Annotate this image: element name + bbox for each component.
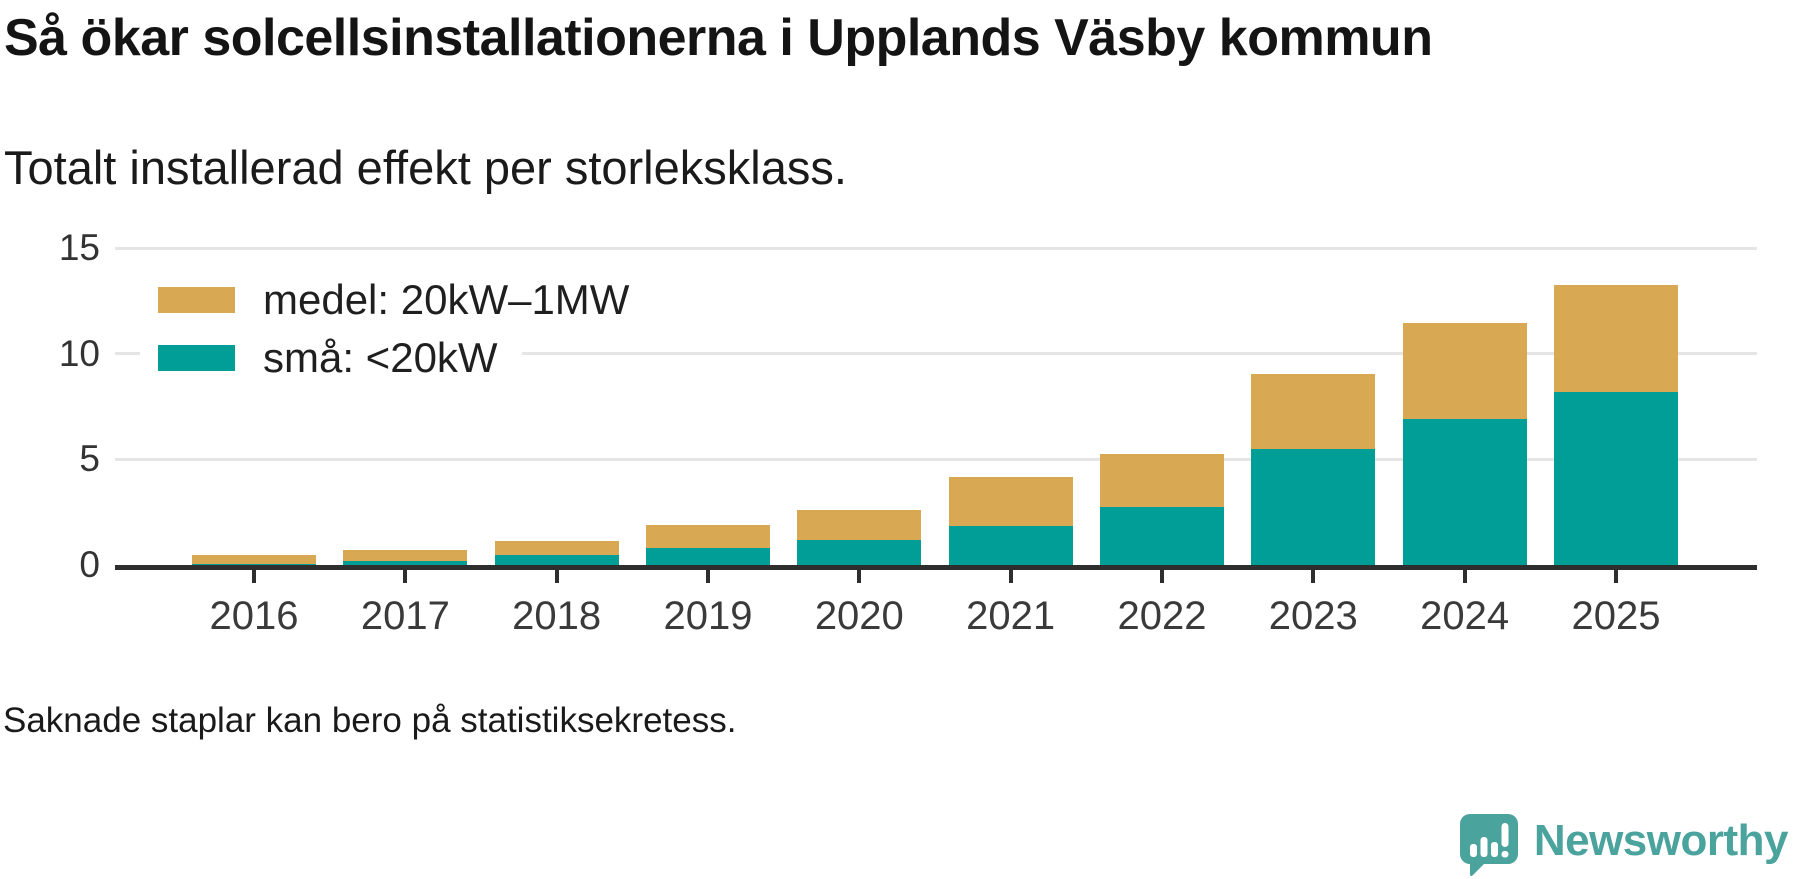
bar-2016-sma xyxy=(192,563,316,565)
bar-2018-medel xyxy=(494,540,619,556)
newsworthy-logo-icon xyxy=(1459,814,1518,876)
x-axis-tick xyxy=(252,570,256,583)
bar-2020-sma xyxy=(797,539,922,565)
gridline-10 xyxy=(115,352,1757,356)
y-axis-tick-label: 10 xyxy=(58,332,100,374)
x-axis-tick xyxy=(1008,570,1013,583)
x-axis-tick-label: 2023 xyxy=(1268,594,1358,638)
bar-2019-sma xyxy=(645,548,770,565)
x-axis-tick-label: 2019 xyxy=(663,594,753,638)
x-axis-tick-label: 2022 xyxy=(1117,594,1207,638)
bar-2018-sma xyxy=(494,555,619,565)
brand-logo: Newsworthy xyxy=(1459,814,1789,876)
x-axis-tick xyxy=(1159,570,1164,583)
y-axis-tick-label: 5 xyxy=(79,438,100,480)
bar-2023-medel xyxy=(1251,373,1376,449)
x-axis-tick xyxy=(1311,570,1316,583)
bar-2021-medel xyxy=(948,477,1073,526)
bar-2024-medel xyxy=(1402,323,1527,420)
x-axis-tick xyxy=(1613,570,1618,583)
bar-2025-sma xyxy=(1553,391,1678,565)
chart-subtitle: Totalt installerad effekt per storlekskl… xyxy=(4,141,847,194)
footnote: Saknade staplar kan bero på statistiksek… xyxy=(3,701,737,740)
x-axis-tick-label: 2025 xyxy=(1571,594,1661,638)
x-axis-tick xyxy=(403,570,408,583)
legend-swatch-medel xyxy=(158,287,235,313)
bar-2020-medel xyxy=(797,510,922,540)
bar-2017-medel xyxy=(343,550,468,561)
legend-label-sma: små: <20kW xyxy=(263,334,498,381)
x-axis-tick xyxy=(554,570,559,583)
x-axis-tick-label: 2021 xyxy=(966,594,1056,638)
gridline-5 xyxy=(115,457,1757,461)
x-axis-tick-label: 2024 xyxy=(1420,594,1510,638)
x-axis-tick-label: 2016 xyxy=(209,594,299,638)
x-axis-tick xyxy=(705,570,710,583)
y-axis-tick-label: 15 xyxy=(58,227,100,269)
legend-label-medel: medel: 20kW–1MW xyxy=(263,276,630,323)
legend-swatch-sma xyxy=(158,345,235,371)
x-axis-tick-label: 2018 xyxy=(512,594,602,638)
chart-title: Så ökar solcellsinstallationerna i Uppla… xyxy=(4,9,1433,67)
legend-item-sma: små: <20kW xyxy=(140,328,522,388)
x-axis-tick-label: 2017 xyxy=(360,594,450,638)
bar-2021-sma xyxy=(948,525,1073,565)
bar-2022-medel xyxy=(1099,454,1224,507)
bar-2023-sma xyxy=(1251,448,1376,565)
x-axis-tick xyxy=(1462,570,1467,583)
bar-2016-medel xyxy=(192,555,316,564)
brand-name: Newsworthy xyxy=(1533,816,1789,865)
y-axis-tick-label: 0 xyxy=(79,544,100,585)
bar-2024-sma xyxy=(1402,419,1527,565)
x-axis-tick-label: 2020 xyxy=(814,594,904,638)
x-axis-line xyxy=(115,565,1757,570)
legend-item-medel: medel: 20kW–1MW xyxy=(140,270,654,330)
bar-2019-medel xyxy=(645,524,770,549)
bar-2017-sma xyxy=(343,560,468,565)
bar-2025-medel xyxy=(1553,285,1678,392)
bar-2022-sma xyxy=(1099,506,1224,565)
x-axis-tick xyxy=(857,570,862,583)
gridline-15 xyxy=(115,246,1757,250)
